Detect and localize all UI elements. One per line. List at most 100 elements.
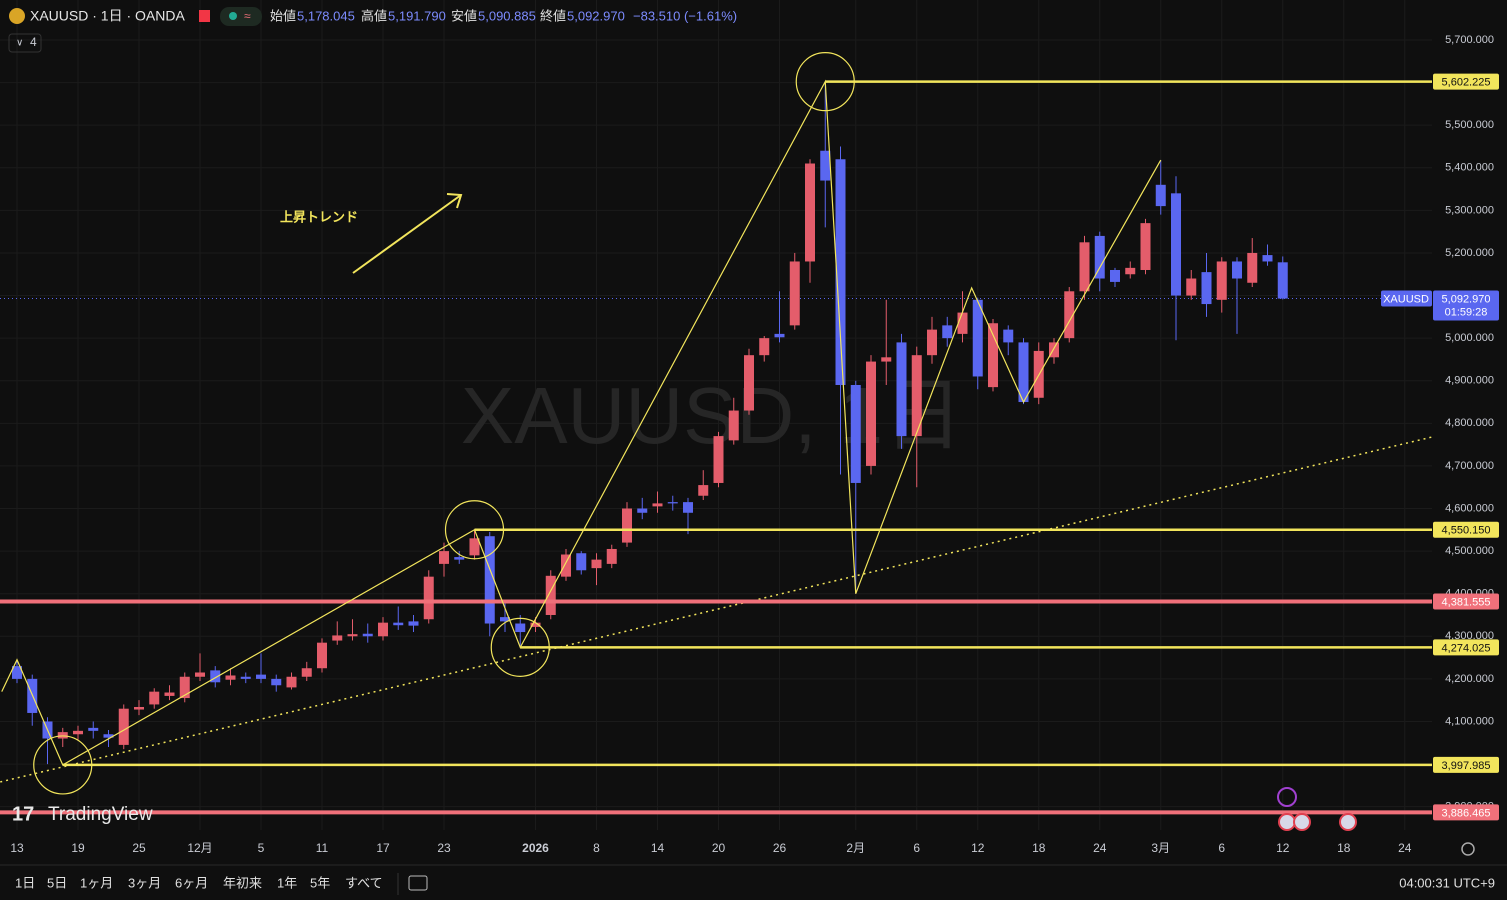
- candle-body: [423, 576, 434, 620]
- x-tick-label: 2026: [522, 841, 549, 855]
- candle-body: [698, 485, 709, 496]
- x-tick-label: 25: [132, 841, 146, 855]
- candle-body: [1186, 278, 1197, 296]
- watermark: XAUUSD, 1日: [461, 371, 963, 460]
- ohlc-value: 5,191.790: [388, 8, 446, 23]
- candle-body: [347, 634, 358, 637]
- candle-body: [225, 675, 236, 680]
- logo: TradingView: [48, 804, 153, 825]
- candle-body: [210, 670, 221, 683]
- candle-body: [1155, 184, 1166, 207]
- level-label-box: [1433, 521, 1499, 538]
- candle-body: [256, 674, 266, 679]
- candle-body: [728, 410, 739, 441]
- candle-body: [606, 548, 617, 564]
- pivot-circle: [490, 617, 550, 677]
- x-tick-label: 6: [913, 841, 920, 855]
- level-label-box: [1433, 804, 1499, 821]
- date-range-icon[interactable]: [408, 875, 428, 891]
- candle-body: [1064, 291, 1075, 339]
- candle-body: [103, 734, 114, 738]
- event-icon[interactable]: [1293, 813, 1311, 831]
- y-tick-label: 4,600.000: [1445, 502, 1494, 514]
- event-icon[interactable]: [1278, 813, 1296, 831]
- candle-body: [759, 338, 770, 356]
- x-tick-label: 20: [712, 841, 726, 855]
- event-icon[interactable]: [1277, 787, 1297, 807]
- candle-body: [820, 150, 831, 181]
- symbol[interactable]: XAUUSD · 1日 · OANDA: [30, 8, 185, 24]
- level-label-box: [1433, 639, 1499, 656]
- range-button[interactable]: 6ヶ月: [175, 875, 208, 890]
- y-tick-label: 5,700.000: [1445, 34, 1494, 46]
- candle-body: [1201, 272, 1212, 305]
- candle-body: [850, 384, 861, 483]
- candle-body: [240, 676, 251, 679]
- range-button[interactable]: 3ヶ月: [128, 875, 161, 890]
- arrow: [352, 194, 462, 274]
- candle-body: [118, 708, 129, 745]
- range-button[interactable]: 1年: [277, 875, 297, 890]
- y-tick-label: 4,700.000: [1445, 460, 1494, 472]
- candle-body: [1125, 267, 1136, 275]
- price-tag-label: 5,092.970: [1442, 293, 1491, 305]
- y-tick-label: 5,000.000: [1445, 332, 1494, 344]
- range-button[interactable]: 5日: [47, 875, 67, 890]
- level-label: 4,381.555: [1442, 596, 1491, 608]
- candle-body: [515, 623, 526, 633]
- settings-icon[interactable]: [1461, 842, 1475, 856]
- range-button[interactable]: 年初来: [223, 875, 262, 890]
- candle-body: [439, 551, 449, 564]
- candle-body: [500, 617, 510, 622]
- candle-body: [988, 323, 998, 388]
- zigzag: [1, 79, 1162, 766]
- x-tick-label: 18: [1032, 841, 1046, 855]
- clock[interactable]: 04:00:31 UTC+9: [1399, 875, 1495, 890]
- indicator-toggle[interactable]: [8, 33, 42, 53]
- candle-body: [378, 622, 388, 637]
- x-tick-label: 14: [651, 841, 665, 855]
- x-tick-label: 24: [1398, 841, 1412, 855]
- level-label-box: [1433, 73, 1499, 90]
- chevron: ∨: [16, 38, 23, 49]
- candle-body: [789, 261, 800, 326]
- range-button[interactable]: 5年: [310, 875, 330, 890]
- candle-body: [530, 622, 541, 627]
- ohlc-label: 安値: [451, 8, 477, 23]
- range-button[interactable]: 1日: [15, 875, 35, 890]
- pivot-circle: [444, 500, 505, 560]
- candle-body: [134, 706, 144, 710]
- x-tick-label: 12: [971, 841, 985, 855]
- candle-body: [1094, 235, 1105, 279]
- candle-body: [1247, 252, 1258, 283]
- arrow-head: [446, 193, 463, 209]
- range-button[interactable]: すべて: [345, 875, 383, 890]
- y-tick-label: 5,200.000: [1445, 247, 1494, 259]
- candle-body: [805, 163, 815, 262]
- candle-body: [637, 508, 648, 513]
- range-button[interactable]: 1ヶ月: [80, 875, 113, 890]
- pivot-circle: [33, 735, 93, 795]
- level-label: 3,997.985: [1442, 760, 1491, 772]
- y-tick-label: 4,200.000: [1445, 673, 1494, 685]
- x-tick-label: 23: [437, 841, 451, 855]
- symbol-icon: [9, 8, 25, 24]
- x-tick-label: 19: [71, 841, 85, 855]
- y-tick-label: 5,300.000: [1445, 204, 1494, 216]
- candle-body: [164, 692, 175, 696]
- candle-body: [957, 312, 968, 334]
- ohlc-value: 5,092.970: [567, 8, 625, 23]
- x-tick-label: 12月: [187, 841, 212, 855]
- flag-icon: [199, 10, 210, 22]
- x-tick-label: 11: [316, 841, 329, 855]
- candle-body: [1110, 269, 1120, 282]
- candle-body: [1216, 261, 1227, 300]
- candle-body: [149, 691, 160, 705]
- candle-body: [1262, 255, 1273, 262]
- event-icon[interactable]: [1339, 813, 1357, 831]
- candle-body: [454, 557, 465, 560]
- candle-body: [683, 502, 693, 513]
- symbol-tag: [1381, 290, 1432, 307]
